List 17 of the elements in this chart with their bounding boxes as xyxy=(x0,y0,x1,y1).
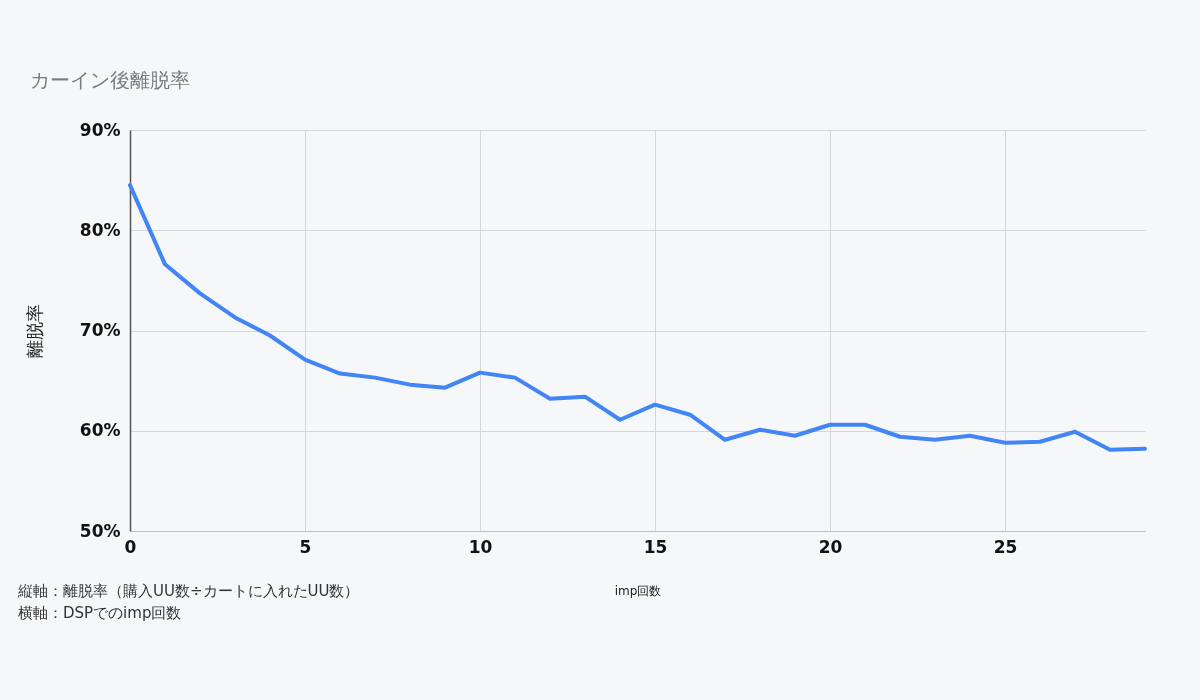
line-series xyxy=(128,183,1147,452)
text: 縦軸：離脱率（購入UU数÷カートに入れたUU数） xyxy=(17,582,360,600)
y-axis-title: 離脱率 xyxy=(23,304,45,358)
chart-title: カーイン後離脱率 xyxy=(30,68,190,92)
y-tick-label: 90% xyxy=(79,119,121,140)
y-tick-label: 50% xyxy=(79,520,121,541)
y-tick-label: 60% xyxy=(79,420,121,441)
text: 横軸：DSPでのimp回数 xyxy=(18,604,182,622)
x-tick-label: 20 xyxy=(818,536,843,557)
y-tick-label: 70% xyxy=(79,320,121,340)
x-tick-label: 0 xyxy=(124,536,137,557)
x-tick-label: 25 xyxy=(993,536,1018,557)
y-tick-label: 80% xyxy=(79,219,121,240)
x-axis-title: imp回数 xyxy=(614,583,662,598)
x-tick-label: 5 xyxy=(299,536,312,557)
x-tick-label: 15 xyxy=(643,536,668,557)
x-tick-label: 10 xyxy=(468,536,493,557)
